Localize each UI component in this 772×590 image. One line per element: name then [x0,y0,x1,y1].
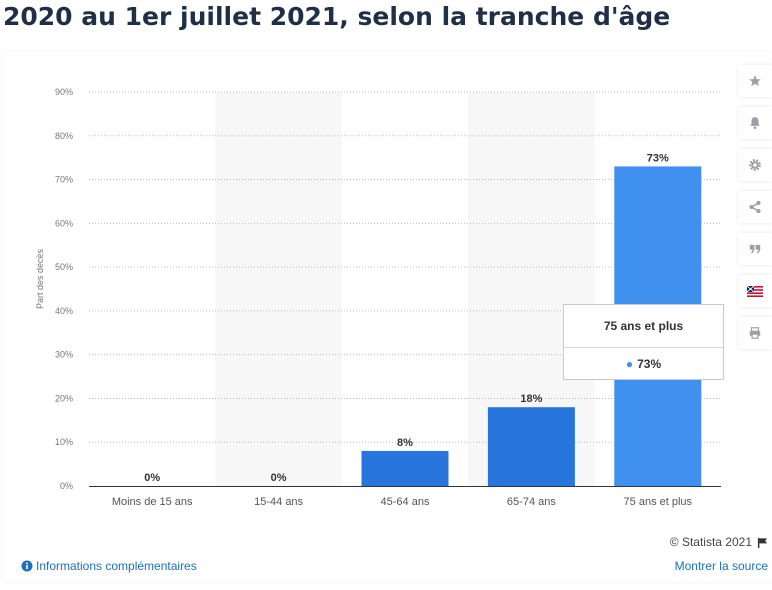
tooltip-row: ● 73% [564,348,723,381]
statista-credit: © Statista 2021 [670,535,768,549]
info-icon [21,560,33,572]
cite-button[interactable] [738,233,772,265]
bar[interactable] [487,407,575,486]
more-info-link[interactable]: Informations complémentaires [21,559,197,573]
y-tick-label: 30% [55,350,73,360]
y-tick-label: 60% [55,218,73,228]
y-tick-label: 0% [60,481,73,491]
language-button[interactable] [738,275,772,307]
x-tick-label: Moins de 15 ans [112,496,193,508]
print-button[interactable] [738,317,772,349]
page-title: 2020 au 1er juillet 2021, selon la tranc… [3,2,671,31]
print-icon [749,327,761,339]
x-tick-label: 15-44 ans [254,496,303,508]
favorite-button[interactable] [738,65,772,97]
y-tick-label: 70% [55,175,73,185]
y-tick-label: 20% [55,393,73,403]
bar-value-label: 8% [397,437,413,449]
tooltip-value: 73% [637,357,662,371]
bar[interactable] [361,450,449,486]
settings-button[interactable] [738,149,772,181]
bar-value-label: 18% [520,393,542,405]
y-tick-label: 80% [55,131,73,141]
bar-chart: 0% 10% 20% 30% 40% 50% 60% 70% 80% 90% 0% 0% 8% 18% 7… [35,87,721,508]
more-info-label: Informations complémentaires [36,559,197,573]
y-tick-label: 10% [55,437,73,447]
quote-icon [749,244,761,254]
y-axis-label: Part des décès [35,248,45,309]
share-icon [749,200,761,214]
credit-text: © Statista 2021 [669,535,752,549]
notification-button[interactable] [738,107,772,139]
bell-icon [750,117,760,129]
star-icon [749,75,761,87]
category-band [215,92,342,486]
bar-value-label: 0% [144,472,160,484]
chart-tooltip: 75 ans et plus ● 73% [563,304,724,380]
x-tick-label: 75 ans et plus [624,496,693,508]
y-tick-label: 50% [55,262,73,272]
y-tick-label: 40% [55,306,73,316]
x-tick-label: 65-74 ans [507,496,556,508]
share-button[interactable] [738,191,772,223]
bar-value-label: 0% [271,472,287,484]
tooltip-series-dot: ● [625,357,634,371]
flag-icon [747,285,763,297]
flag-report-icon[interactable] [757,537,768,548]
bar-value-label: 73% [647,152,669,164]
side-toolbar [738,65,772,359]
x-tick-label: 45-64 ans [381,496,430,508]
gear-icon [749,159,761,171]
tooltip-title: 75 ans et plus [564,305,723,348]
show-source-link[interactable]: Montrer la source [674,559,768,573]
y-tick-label: 90% [55,87,73,97]
